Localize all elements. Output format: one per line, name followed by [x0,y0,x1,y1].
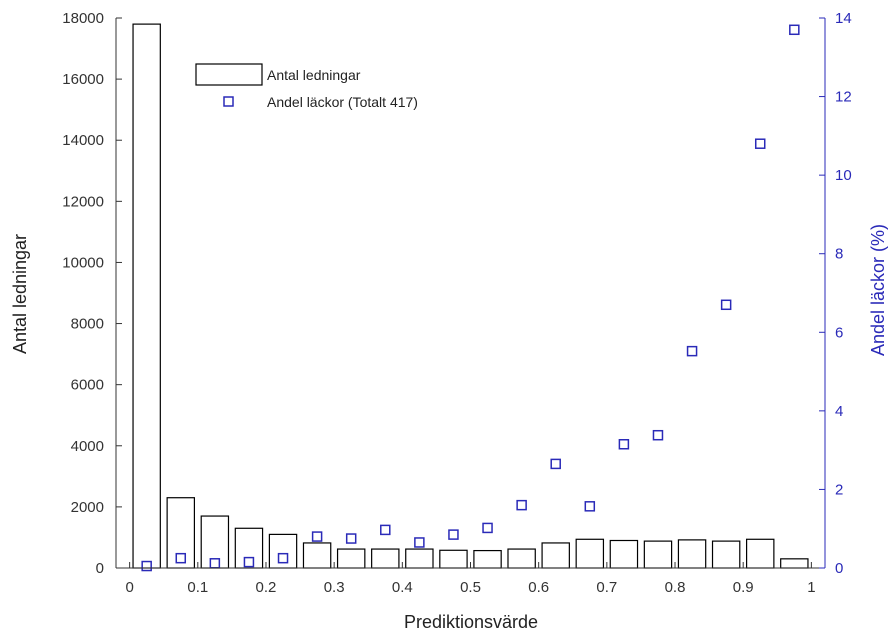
bar-9 [439,549,468,569]
x-tick-label-4: 0.4 [392,579,413,596]
left-tick-label-4: 8000 [71,316,104,333]
marker-4 [277,552,289,564]
marker-9 [448,529,459,540]
left-axis-ticks: 0 2000 4000 6000 8000 10000 12000 14000 16000 180… [62,10,122,577]
marker-6 [345,533,357,544]
left-tick-label-6: 12000 [62,193,104,210]
marker-3 [243,556,255,568]
bar-18 [746,538,775,569]
right-tick-label-3: 6 [835,324,843,341]
bar-5 [302,542,332,569]
x-tick-label-1: 0.1 [187,579,208,596]
marker-10 [482,522,493,534]
x-tick-label-10: 1 [807,579,815,596]
bar-17 [711,540,741,569]
marker-16 [686,345,698,357]
axes [115,18,826,569]
right-axis-ticks: 0 2 4 6 8 10 12 14 [819,10,852,577]
left-tick-label-7: 14000 [62,132,104,149]
bar-19 [780,558,809,569]
legend-marker-swatch [223,96,234,107]
marker-1 [175,552,187,564]
bar-11 [507,548,536,569]
right-tick-label-1: 2 [835,481,843,498]
marker-17 [720,299,732,311]
marker-5 [311,531,323,542]
left-axis-title: Antal ledningar [10,234,30,354]
right-tick-label-7: 14 [835,10,852,27]
right-tick-label-6: 12 [835,89,852,106]
left-tick-label-5: 10000 [62,254,104,271]
left-tick-label-1: 2000 [71,499,104,516]
bar-15 [643,540,673,569]
left-tick-label-0: 0 [96,560,104,577]
bar-8 [405,548,434,569]
right-tick-label-0: 0 [835,560,843,577]
bar-0 [132,23,161,569]
x-tick-label-3: 0.3 [324,579,345,596]
marker-13 [584,501,596,512]
marker-19 [789,24,800,36]
marker-15 [652,429,664,441]
bar-7 [371,548,400,569]
right-axis-title: Andel läckor (%) [868,224,888,356]
bar-1 [166,497,195,569]
x-tick-label-6: 0.6 [528,579,549,596]
marker-18 [754,138,766,149]
scatter-series [141,24,800,572]
legend-label-bars: Antal ledningar [267,67,361,83]
marker-7 [380,524,391,536]
x-axis-ticks: 0 0.1 0.2 0.3 0.4 0.5 0.6 0.7 0.8 0.9 1 [125,562,816,596]
bar-6 [336,548,366,569]
bar-2 [200,515,230,569]
bar-16 [677,539,707,569]
right-tick-label-4: 8 [835,246,843,263]
legend-label-markers: Andel läckor (Totalt 417) [267,94,418,110]
legend: Antal ledningar Andel läckor (Totalt 417… [195,63,418,110]
bar-12 [541,542,570,569]
x-tick-label-8: 0.8 [665,579,686,596]
x-tick-label-5: 0.5 [460,579,481,596]
bar-14 [609,539,639,569]
legend-bar-swatch [195,63,263,86]
bar-3 [234,527,264,569]
left-tick-label-3: 6000 [71,377,104,394]
x-axis-title: Prediktionsvärde [404,612,538,632]
marker-11 [516,499,527,511]
bar-series [132,23,809,569]
marker-12 [550,458,561,470]
left-tick-label-8: 16000 [62,71,104,88]
marker-0 [141,560,152,572]
x-tick-label-9: 0.9 [733,579,754,596]
bar-10 [473,549,502,569]
x-tick-label-2: 0.2 [256,579,277,596]
bar-13 [575,538,605,569]
x-tick-label-0: 0 [125,579,133,596]
left-tick-label-9: 18000 [62,10,104,27]
marker-14 [618,439,630,450]
marker-8 [414,537,425,548]
left-tick-label-2: 4000 [71,438,104,455]
right-tick-label-5: 10 [835,167,852,184]
x-tick-label-7: 0.7 [596,579,617,596]
right-tick-label-2: 4 [835,403,843,420]
